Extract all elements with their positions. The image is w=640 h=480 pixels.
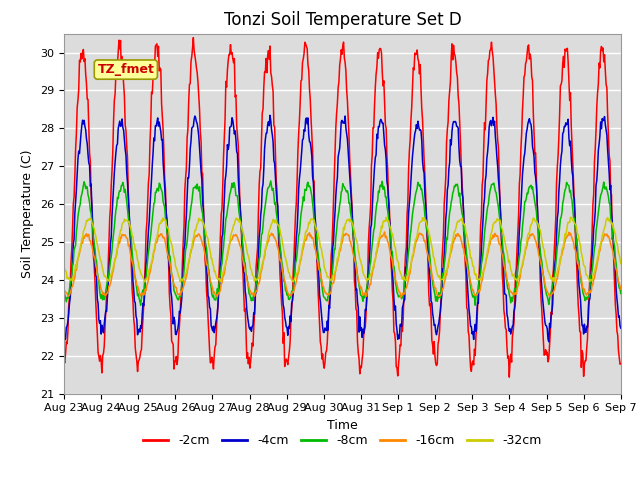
-32cm (185, 259, 193, 264)
-8cm (428, 274, 436, 279)
-16cm (70, 276, 78, 282)
-8cm (267, 178, 275, 184)
-16cm (617, 286, 625, 292)
-8cm (617, 291, 625, 297)
-32cm (617, 261, 625, 266)
-32cm (60, 263, 68, 269)
-2cm (127, 264, 135, 269)
-2cm (617, 361, 625, 367)
-4cm (428, 299, 435, 304)
-16cm (214, 294, 221, 300)
-8cm (214, 289, 222, 295)
Line: -2cm: -2cm (64, 37, 621, 377)
Text: TZ_fmet: TZ_fmet (97, 63, 154, 76)
-4cm (184, 175, 192, 180)
-2cm (214, 301, 222, 307)
-2cm (70, 194, 78, 200)
-4cm (411, 131, 419, 136)
-2cm (184, 127, 192, 132)
-32cm (214, 277, 222, 283)
Legend: -2cm, -4cm, -8cm, -16cm, -32cm: -2cm, -4cm, -8cm, -16cm, -32cm (138, 429, 547, 452)
-8cm (185, 219, 193, 225)
-16cm (60, 288, 68, 293)
Line: -8cm: -8cm (64, 181, 621, 305)
-4cm (266, 112, 274, 118)
Title: Tonzi Soil Temperature Set D: Tonzi Soil Temperature Set D (223, 11, 461, 29)
-16cm (428, 271, 436, 277)
-2cm (506, 374, 513, 380)
-2cm (411, 50, 419, 56)
-32cm (141, 279, 148, 285)
Y-axis label: Soil Temperature (C): Soil Temperature (C) (22, 149, 35, 278)
-8cm (60, 290, 68, 296)
Line: -32cm: -32cm (64, 217, 621, 282)
-32cm (428, 244, 436, 250)
-2cm (60, 357, 68, 363)
-8cm (137, 302, 145, 308)
-4cm (617, 325, 625, 331)
-16cm (127, 256, 135, 262)
-32cm (127, 228, 135, 234)
-32cm (382, 215, 390, 220)
-4cm (60, 327, 68, 333)
-2cm (428, 313, 435, 319)
-8cm (412, 191, 419, 197)
-2cm (189, 35, 197, 40)
-16cm (381, 229, 388, 235)
-16cm (412, 240, 419, 246)
-8cm (127, 237, 135, 243)
-4cm (545, 339, 552, 345)
-4cm (70, 236, 78, 242)
-32cm (70, 271, 78, 277)
Line: -4cm: -4cm (64, 115, 621, 342)
-32cm (412, 236, 419, 242)
-4cm (127, 250, 135, 256)
Line: -16cm: -16cm (64, 232, 621, 297)
-16cm (397, 294, 404, 300)
-16cm (184, 264, 192, 270)
X-axis label: Time: Time (327, 419, 358, 432)
-4cm (214, 311, 221, 317)
-8cm (70, 247, 78, 253)
